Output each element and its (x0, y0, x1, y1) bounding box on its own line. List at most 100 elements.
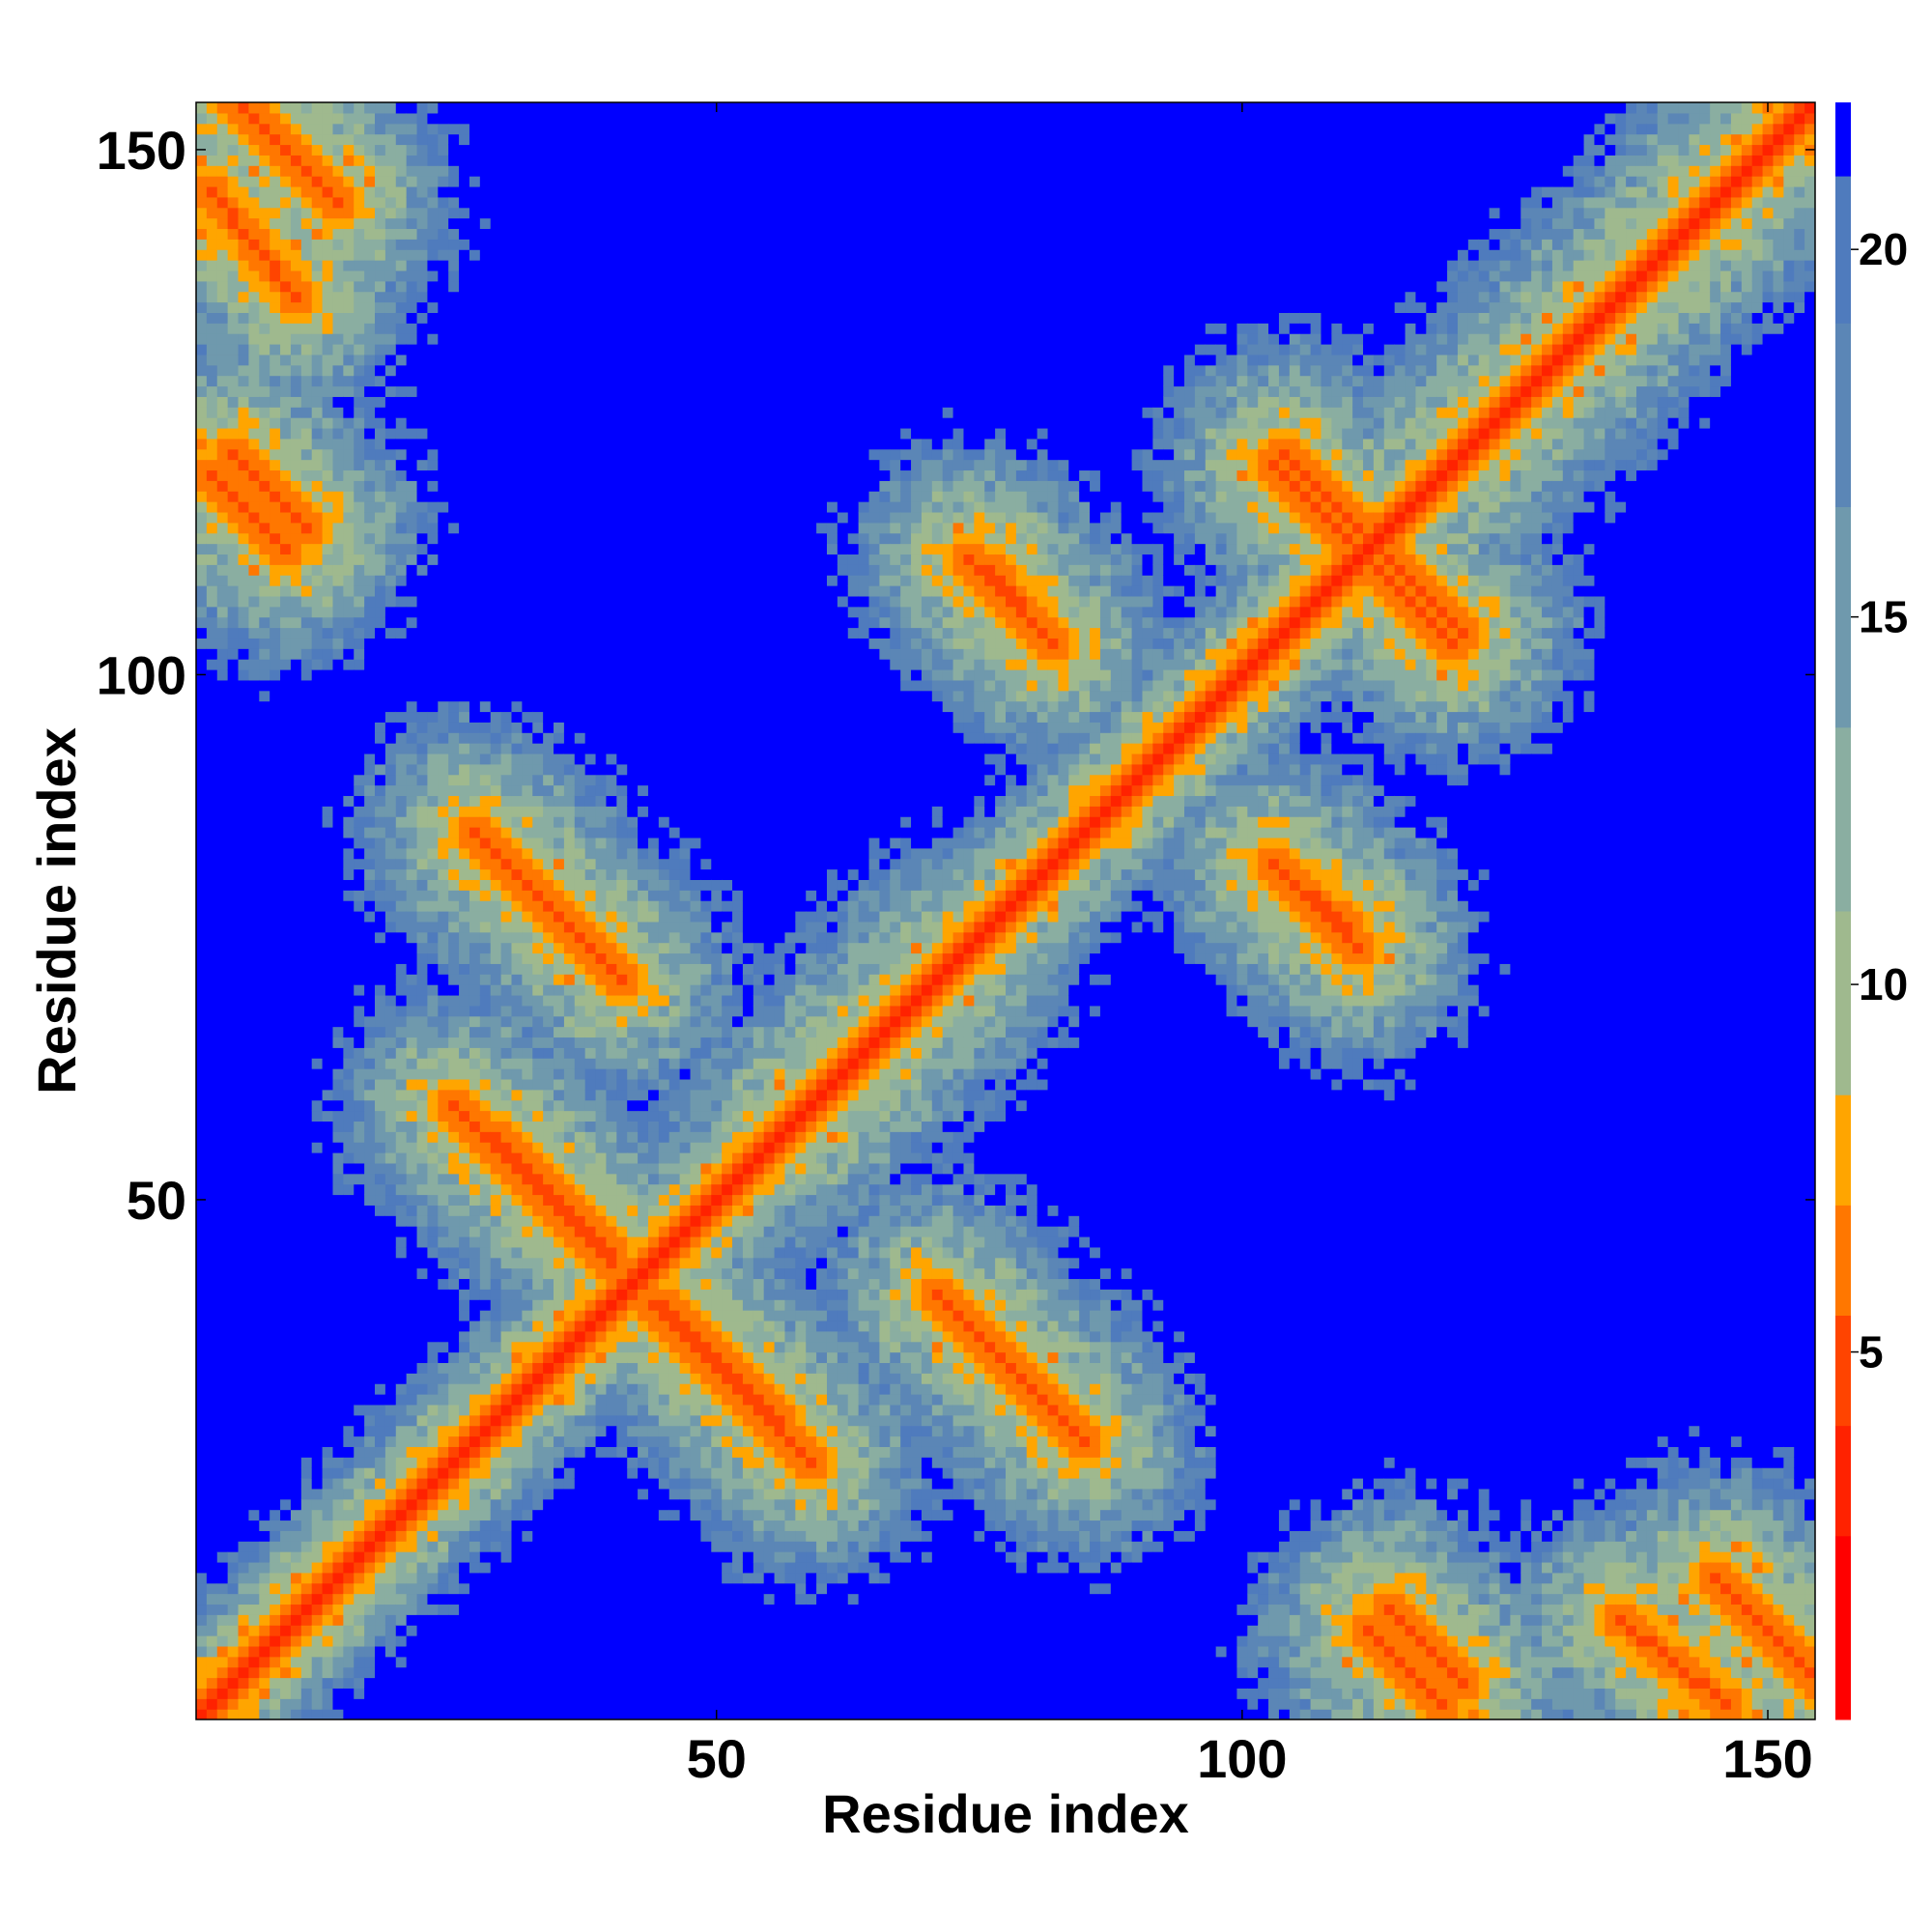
heatmap-cell (311, 1278, 324, 1290)
heatmap-cell (332, 375, 344, 387)
heatmap-cell (375, 1226, 386, 1237)
heatmap-cell (469, 459, 481, 471)
heatmap-cell (490, 1446, 502, 1458)
heatmap-cell (280, 1457, 292, 1468)
heatmap-cell (511, 1110, 523, 1122)
heatmap-cell (196, 1509, 208, 1521)
heatmap-cell (500, 1677, 513, 1689)
heatmap-cell (238, 344, 250, 355)
heatmap-cell (511, 280, 523, 293)
heatmap-cell (500, 1068, 513, 1080)
heatmap-cell (490, 522, 502, 534)
heatmap-cell (290, 1561, 302, 1574)
heatmap-cell (343, 1037, 355, 1048)
heatmap-cell (406, 1677, 418, 1689)
heatmap-cell (354, 1341, 365, 1353)
heatmap-cell (343, 722, 355, 733)
heatmap-cell (322, 627, 334, 639)
heatmap-cell (216, 1173, 229, 1185)
heatmap-cell (354, 1404, 365, 1416)
heatmap-cell (311, 795, 324, 807)
heatmap-cell (532, 1383, 544, 1395)
heatmap-cell (290, 722, 302, 733)
heatmap-cell (406, 1467, 418, 1479)
heatmap-cell (300, 648, 313, 660)
heatmap-cell (270, 1488, 281, 1500)
heatmap-cell (500, 385, 513, 397)
heatmap-cell (322, 1593, 334, 1605)
heatmap-cell (364, 679, 376, 692)
heatmap-cell (290, 1068, 302, 1080)
heatmap-cell (343, 1425, 355, 1437)
heatmap-cell (406, 1593, 418, 1605)
heatmap-cell (196, 1005, 208, 1017)
heatmap-cell (532, 1121, 544, 1132)
heatmap-cell (511, 1015, 523, 1028)
heatmap-cell (248, 1530, 260, 1542)
heatmap-cell (238, 931, 250, 944)
heatmap-cell (490, 417, 502, 429)
heatmap-cell (300, 480, 313, 492)
heatmap-cell (343, 1110, 355, 1122)
heatmap-cell (479, 1572, 492, 1584)
heatmap-cell (384, 1582, 397, 1595)
heatmap-cell (280, 1698, 292, 1710)
heatmap-cell (469, 1373, 481, 1384)
heatmap-cell (364, 1614, 376, 1626)
heatmap-cell (469, 532, 481, 545)
heatmap-cell (522, 1446, 533, 1458)
heatmap-cell (280, 774, 292, 786)
heatmap-cell (248, 638, 260, 649)
heatmap-cell (238, 1142, 250, 1153)
heatmap-cell (500, 1414, 513, 1427)
heatmap-cell (196, 1142, 208, 1153)
heatmap-cell (290, 911, 302, 923)
heatmap-cell (375, 1394, 386, 1406)
heatmap-cell (500, 994, 513, 1007)
heatmap-cell (270, 1278, 281, 1290)
heatmap-cell (479, 217, 492, 230)
heatmap-cell (532, 1541, 544, 1552)
heatmap-cell (300, 291, 313, 303)
heatmap-cell (406, 112, 418, 125)
heatmap-cell (490, 1205, 502, 1216)
heatmap-cell (438, 921, 449, 933)
heatmap-cell (280, 700, 292, 713)
heatmap-cell (322, 606, 334, 618)
heatmap-cell (196, 1520, 208, 1531)
heatmap-cell (522, 1593, 533, 1605)
heatmap-cell (354, 900, 365, 912)
heatmap-cell (479, 763, 492, 776)
heatmap-cell (290, 102, 302, 114)
heatmap-cell (270, 711, 281, 723)
heatmap-cell (280, 1582, 292, 1595)
heatmap-cell (248, 1425, 260, 1437)
heatmap-cell (364, 1404, 376, 1416)
heatmap-cell (459, 1110, 470, 1122)
heatmap-cell (364, 1047, 376, 1059)
heatmap-cell (479, 239, 492, 250)
heatmap-cell (206, 1351, 218, 1364)
heatmap-cell (322, 1509, 334, 1521)
heatmap-cell (522, 1310, 533, 1321)
heatmap-cell (395, 1530, 408, 1542)
heatmap-cell (259, 763, 270, 776)
heatmap-cell (216, 879, 229, 891)
heatmap-cell (427, 984, 439, 996)
heatmap-cell (469, 1414, 481, 1427)
heatmap-cell (259, 532, 270, 545)
heatmap-cell (311, 1236, 324, 1248)
heatmap-cell (522, 690, 533, 702)
heatmap-cell (343, 743, 355, 754)
heatmap-cell (395, 900, 408, 912)
heatmap-cell (406, 459, 418, 471)
heatmap-cell (332, 774, 344, 786)
heatmap-cell (270, 438, 281, 450)
heatmap-cell (300, 921, 313, 933)
heatmap-cell (196, 123, 208, 135)
heatmap-cell (364, 1142, 376, 1153)
heatmap-cell (259, 1688, 270, 1699)
heatmap-cell (438, 185, 449, 198)
heatmap-cell (416, 1047, 429, 1059)
